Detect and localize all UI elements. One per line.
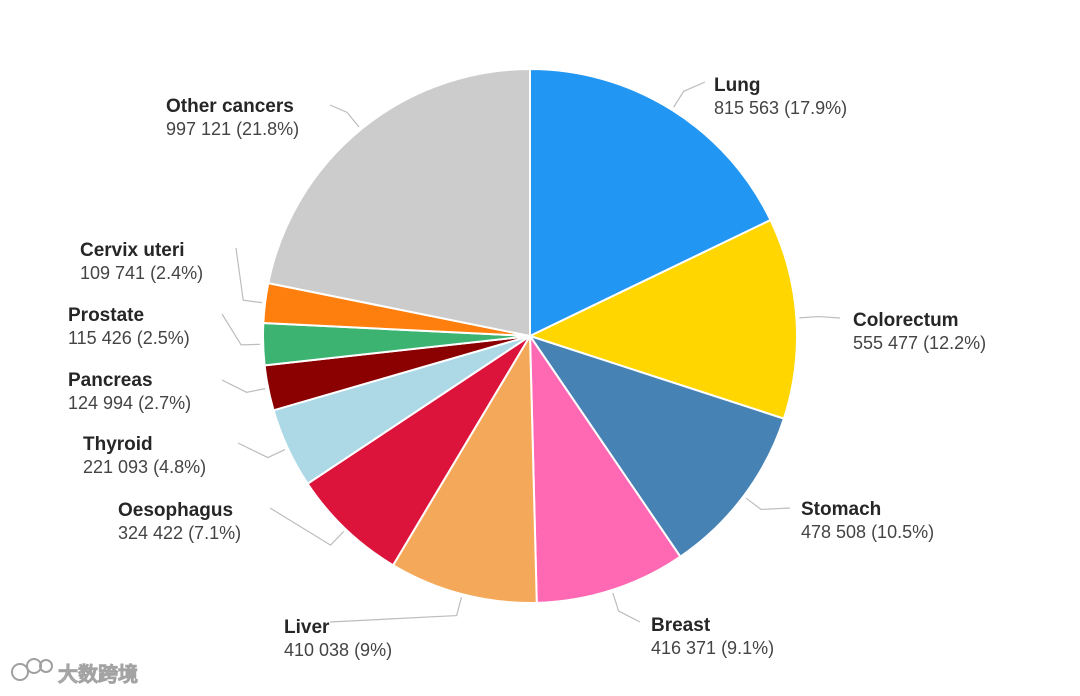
- slice-label-name: Stomach: [801, 499, 881, 520]
- leader-line: [745, 497, 791, 511]
- slice-label-name: Prostate: [68, 305, 144, 326]
- leader-line: [221, 379, 266, 393]
- leader-line: [221, 313, 261, 346]
- leader-line: [799, 315, 841, 319]
- pie-slice-other-cancers: [267, 67, 531, 338]
- slice-label-value: 815 563 (17.9%): [714, 98, 847, 118]
- pie-slice-liver: [391, 332, 538, 604]
- slice-label-value: 555 477 (12.2%): [853, 333, 986, 353]
- slice-label-value: 478 508 (10.5%): [801, 522, 934, 542]
- slice-label-name: Liver: [284, 617, 330, 638]
- watermark: 大数跨境: [11, 658, 138, 686]
- pie-slice-lung: [529, 67, 772, 338]
- slice-label-name: Other cancers: [166, 96, 294, 117]
- leader-line: [612, 592, 641, 623]
- pie-slice-stomach: [527, 334, 786, 559]
- slice-label-name: Thyroid: [83, 434, 153, 455]
- leader-line: [329, 597, 463, 623]
- pie-slice-oesophagus: [306, 335, 531, 567]
- leader-line: [329, 104, 360, 128]
- slice-label-name: Lung: [714, 75, 760, 96]
- slice-label-value: 416 371 (9.1%): [651, 638, 774, 658]
- leader-line: [235, 247, 263, 304]
- leader-line: [673, 81, 706, 108]
- slice-label-name: Oesophagus: [118, 500, 233, 521]
- pie-slices: [262, 67, 798, 604]
- leader-line: [269, 507, 345, 546]
- leader-line: [237, 442, 286, 459]
- pie-slice-colorectum: [527, 218, 798, 420]
- slice-label-name: Pancreas: [68, 370, 153, 391]
- slice-label-value: 410 038 (9%): [284, 640, 392, 660]
- pie-slice-breast: [528, 332, 682, 604]
- slice-label-name: Breast: [651, 615, 711, 636]
- slice-label-value: 124 994 (2.7%): [68, 393, 191, 413]
- leader-lines: [221, 81, 841, 623]
- watermark-text: 大数跨境: [58, 662, 138, 686]
- slice-label-value: 324 422 (7.1%): [118, 523, 241, 543]
- slice-label-name: Colorectum: [853, 310, 959, 331]
- slice-label-value: 115 426 (2.5%): [68, 328, 190, 348]
- slice-label-value: 997 121 (21.8%): [166, 119, 299, 139]
- watermark-logo-icon: [11, 658, 53, 681]
- slice-label-value: 221 093 (4.8%): [83, 457, 206, 477]
- slice-label-value: 109 741 (2.4%): [80, 263, 203, 283]
- slice-label-name: Cervix uteri: [80, 240, 185, 261]
